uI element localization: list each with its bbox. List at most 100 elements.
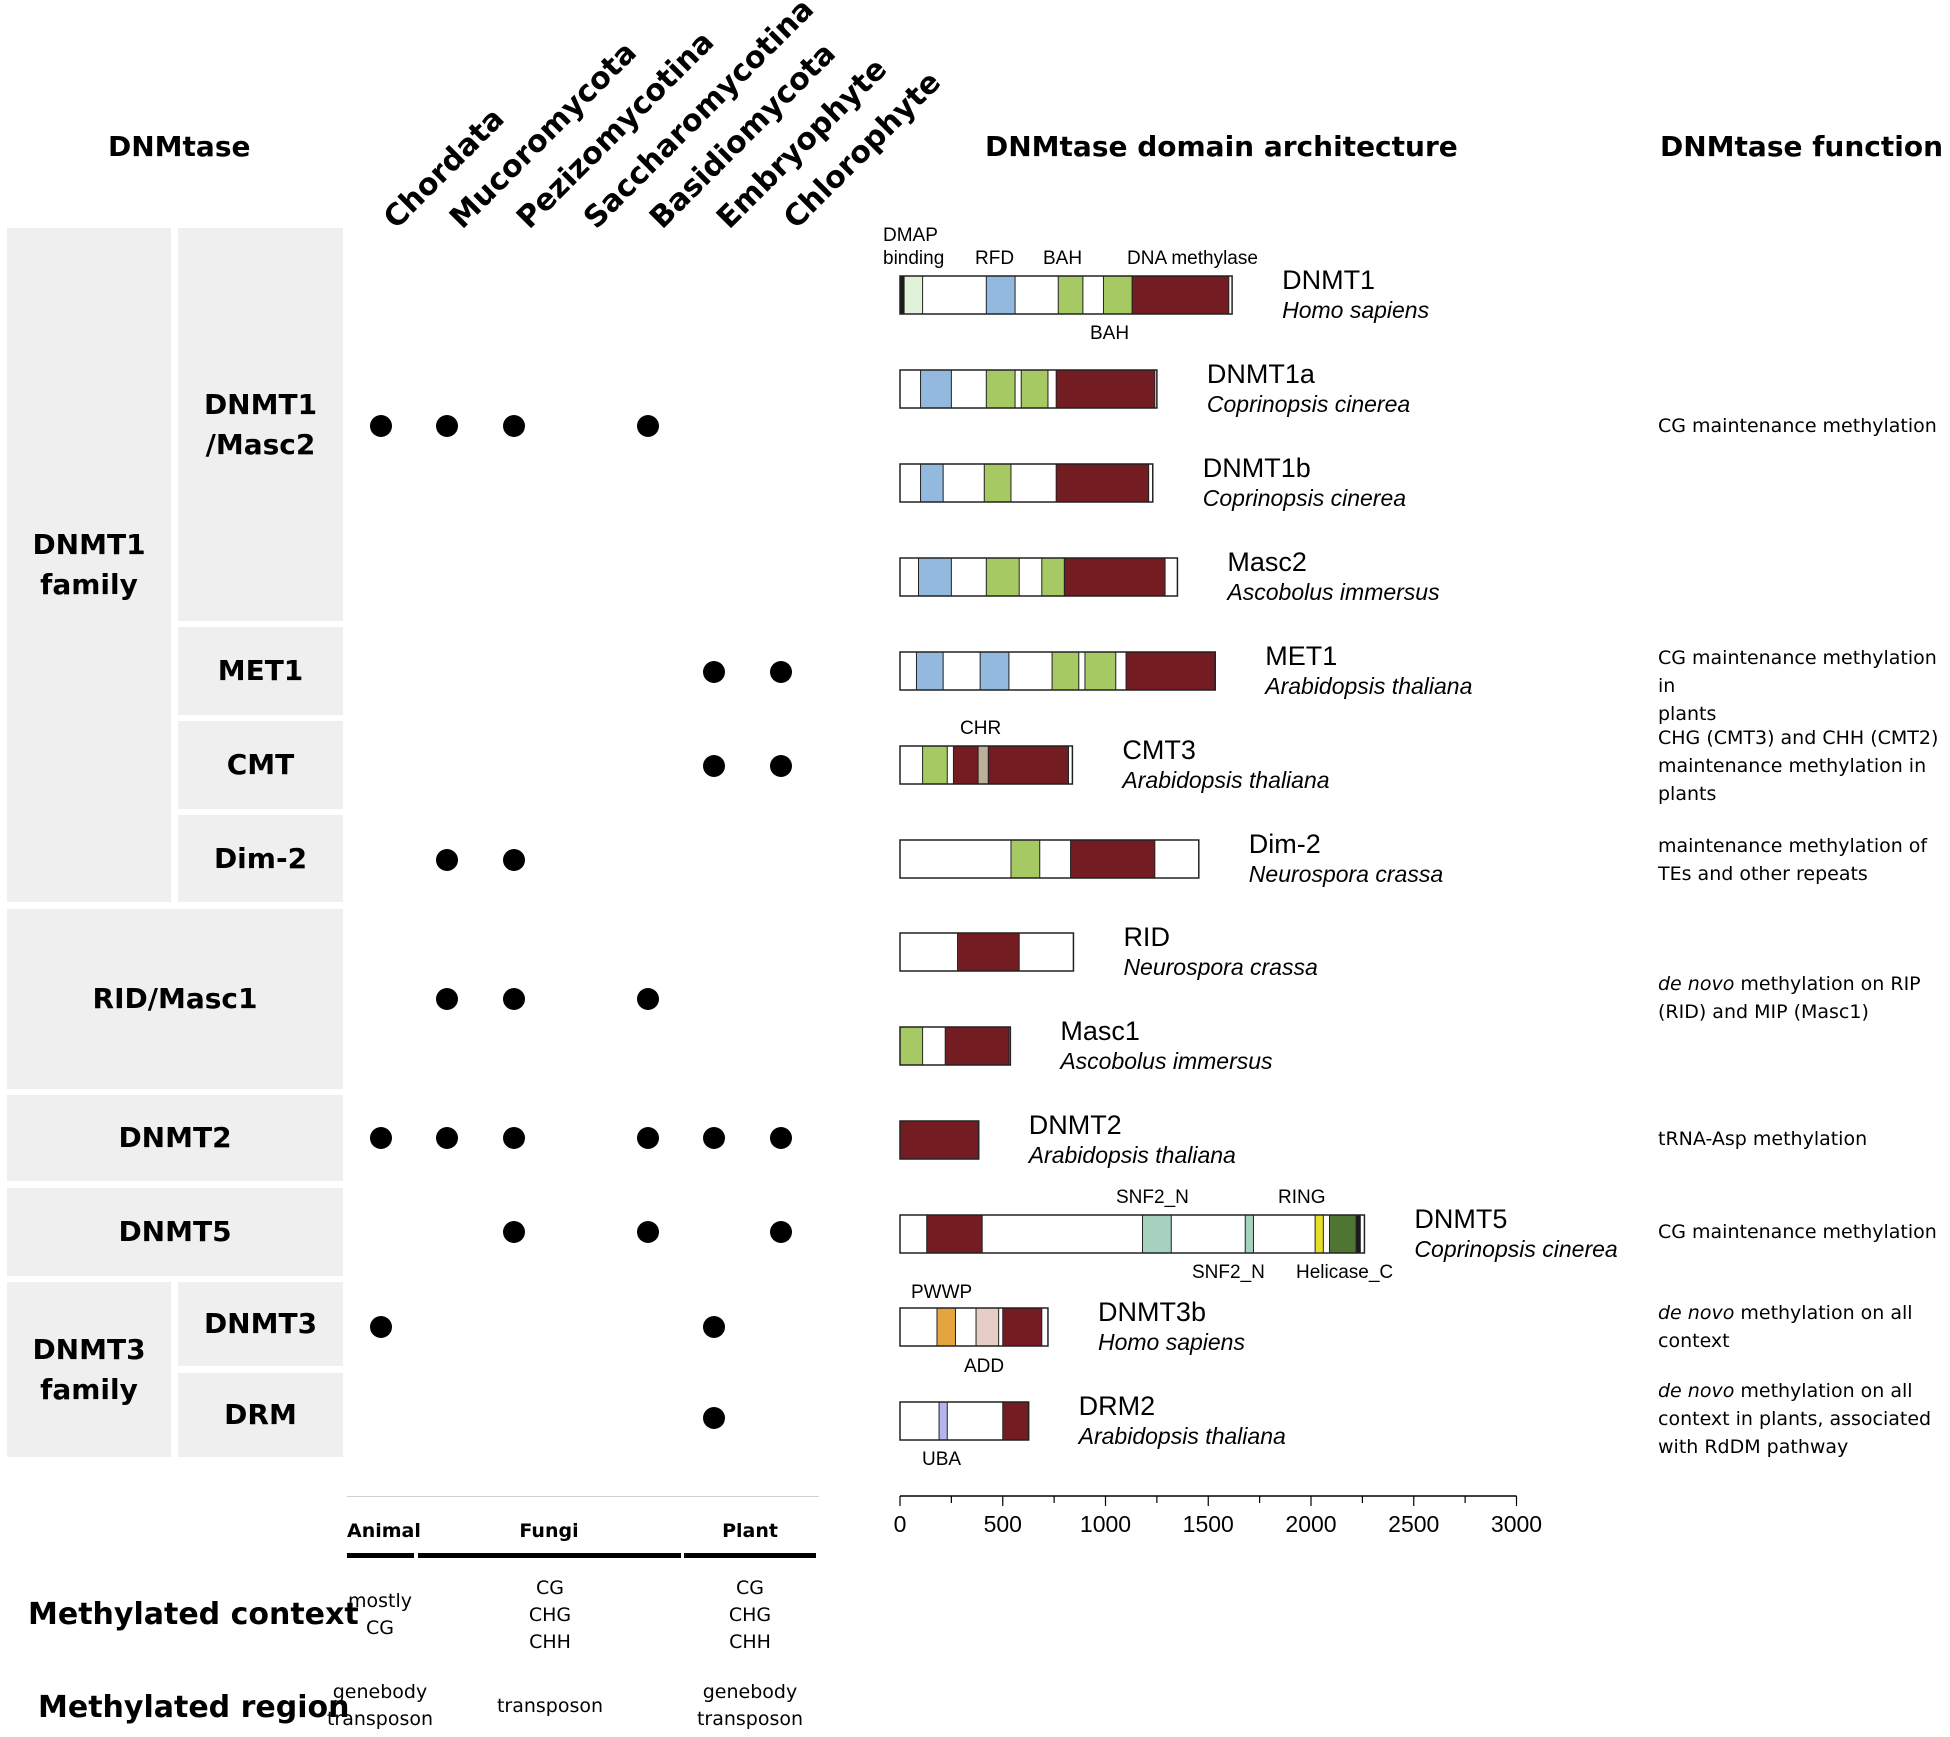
presence-dot-met1-embryophyte bbox=[703, 661, 725, 683]
protein-species-masc1: Ascobolus immersus bbox=[1058, 1048, 1273, 1074]
function-rid-masc1-italic: de novo bbox=[1658, 973, 1735, 995]
label-snf2n-top: SNF2_N bbox=[1116, 1187, 1189, 1208]
function-dim2-line1: maintenance methylation of bbox=[1658, 835, 1928, 857]
label-add: ADD bbox=[964, 1356, 1004, 1377]
subfamily-met1: MET1 bbox=[178, 627, 343, 715]
domain-cmt3-3 bbox=[987, 745, 1070, 785]
presence-dot-dnmt2-embryophyte bbox=[703, 1127, 725, 1149]
context-plant-line2: CHG bbox=[728, 1604, 772, 1626]
presence-dot-dnmt2-chlorophyte bbox=[770, 1127, 792, 1149]
label-uba: UBA bbox=[922, 1449, 961, 1470]
protein-outline-rid bbox=[899, 932, 1075, 972]
function-cmt: CHG (CMT3) and CHH (CMT2) maintenance me… bbox=[1658, 724, 1938, 808]
domain-masc2-1 bbox=[985, 557, 1020, 597]
protein-name-dnmt1a: DNMT1a bbox=[1207, 359, 1316, 389]
subfamily-dim2: Dim-2 bbox=[178, 815, 343, 902]
function-met1-line2: plants bbox=[1658, 703, 1717, 725]
domain-dnmt1a-0 bbox=[920, 369, 952, 409]
domain-cmt3-1 bbox=[952, 745, 979, 785]
axis-tick-label-1500: 1500 bbox=[1183, 1511, 1234, 1537]
domain-dnmt5-5 bbox=[1355, 1214, 1361, 1254]
protein-outline-dim-2 bbox=[899, 839, 1200, 879]
label-helicase: Helicase_C bbox=[1296, 1262, 1393, 1283]
context-fungi-line3: CHH bbox=[529, 1631, 571, 1653]
domain-met1-3 bbox=[1084, 651, 1117, 691]
domain-masc1-0 bbox=[899, 1026, 924, 1066]
context-animal: mostly CG bbox=[330, 1588, 430, 1642]
domain-dnmt3b-0 bbox=[936, 1307, 956, 1347]
domain-dnmt2-0 bbox=[899, 1120, 980, 1160]
domain-dnmt1a-2 bbox=[1020, 369, 1049, 409]
domain-dim-2-1 bbox=[1070, 839, 1156, 879]
context-fungi-line2: CHG bbox=[528, 1604, 572, 1626]
protein-species-dnmt5: Coprinopsis cinerea bbox=[1414, 1236, 1617, 1262]
axis-tick-label-3000: 3000 bbox=[1491, 1511, 1542, 1537]
methylated-context-label: Methylated context bbox=[28, 1597, 359, 1632]
group-plant-bar bbox=[684, 1553, 816, 1558]
protein-outline-dnmt1 bbox=[899, 275, 1233, 315]
presence-dot-rid_masc1-basidiomycota bbox=[637, 988, 659, 1010]
presence-dot-dnmt5-basidiomycota bbox=[637, 1221, 659, 1243]
group-fungi-bar bbox=[418, 1553, 681, 1558]
axis-tick-label-2000: 2000 bbox=[1285, 1511, 1336, 1537]
domain-dnmt5-3 bbox=[1314, 1214, 1324, 1254]
protein-name-cmt3: CMT3 bbox=[1122, 735, 1196, 765]
region-fungi: transposon bbox=[490, 1693, 610, 1720]
label-dmap-2: binding bbox=[883, 248, 944, 269]
family-dnmt3-line2: family bbox=[40, 1372, 138, 1406]
protein-species-rid: Neurospora crassa bbox=[1123, 954, 1317, 980]
context-plant: CG CHG CHH bbox=[700, 1575, 800, 1656]
domain-dnmt5-4 bbox=[1328, 1214, 1357, 1254]
domain-dnmt1b-2 bbox=[1055, 463, 1150, 503]
family-dnmt1-line2: family bbox=[40, 568, 138, 601]
context-plant-line3: CHH bbox=[729, 1631, 771, 1653]
subfamily-cmt: CMT bbox=[178, 721, 343, 809]
region-plant-line1: genebody bbox=[702, 1681, 798, 1703]
context-animal-line1: mostly bbox=[347, 1590, 412, 1612]
presence-dot-dnmt3-embryophyte bbox=[703, 1316, 725, 1338]
subfamily-rid-masc1: RID/Masc1 bbox=[7, 909, 343, 1089]
function-dnmt3-italic: de novo bbox=[1658, 1302, 1735, 1324]
function-rid-masc1-line2: (RID) and MIP (Masc1) bbox=[1658, 1001, 1869, 1023]
domain-masc1-1 bbox=[944, 1026, 1010, 1066]
label-bah-top: BAH bbox=[1043, 248, 1082, 269]
label-bah-bottom: BAH bbox=[1090, 323, 1129, 344]
presence-dot-dnmt2-basidiomycota bbox=[637, 1127, 659, 1149]
protein-outline-masc1 bbox=[899, 1026, 1012, 1066]
protein-species-met1: Arabidopsis thaliana bbox=[1263, 673, 1472, 699]
subfamily-dnmt2: DNMT2 bbox=[7, 1095, 343, 1181]
region-plant-line2: transposon bbox=[696, 1708, 804, 1730]
presence-dot-dnmt1_masc2-pezizomycotina bbox=[503, 415, 525, 437]
protein-name-dnmt1: DNMT1 bbox=[1282, 265, 1375, 295]
presence-dot-cmt-chlorophyte bbox=[770, 755, 792, 777]
protein-outline-dnmt1a bbox=[899, 369, 1158, 409]
context-animal-line2: CG bbox=[366, 1617, 394, 1639]
label-snf2n-bottom: SNF2_N bbox=[1192, 1262, 1265, 1283]
function-cmt-line3: plants bbox=[1658, 783, 1717, 805]
subfamily-dnmt5: DNMT5 bbox=[7, 1188, 343, 1276]
header-dnmtase: DNMtase bbox=[108, 130, 251, 163]
presence-dot-dnmt3-chordata bbox=[370, 1316, 392, 1338]
domain-dnmt1a-1 bbox=[985, 369, 1016, 409]
axis-tick-label-0: 0 bbox=[894, 1511, 907, 1537]
domain-cmt3-0 bbox=[922, 745, 948, 785]
family-dnmt1: DNMT1 family bbox=[7, 228, 171, 902]
protein-species-drm2: Arabidopsis thaliana bbox=[1077, 1423, 1286, 1449]
label-dmap-1: DMAP bbox=[883, 225, 938, 246]
region-fungi-line1: transposon bbox=[496, 1695, 604, 1717]
protein-species-dnmt2: Arabidopsis thaliana bbox=[1027, 1142, 1236, 1168]
domain-met1-2 bbox=[1051, 651, 1080, 691]
domain-dnmt3b-1 bbox=[975, 1307, 1000, 1347]
region-animal-line2: transposon bbox=[326, 1708, 434, 1730]
domain-dnmt5-2 bbox=[1244, 1214, 1254, 1254]
bottom-divider bbox=[347, 1496, 819, 1497]
domain-dnmt1-5 bbox=[1131, 275, 1230, 315]
domain-met1-0 bbox=[915, 651, 944, 691]
label-pwwp: PWWP bbox=[911, 1282, 972, 1303]
function-dnmt5-line1: CG maintenance methylation bbox=[1658, 1221, 1937, 1243]
domain-met1-1 bbox=[979, 651, 1010, 691]
function-cmt-line2: maintenance methylation in bbox=[1658, 755, 1927, 777]
presence-dot-dnmt2-mucoromycota bbox=[436, 1127, 458, 1149]
function-rid-masc1: de novo methylation on RIP (RID) and MIP… bbox=[1658, 970, 1921, 1026]
